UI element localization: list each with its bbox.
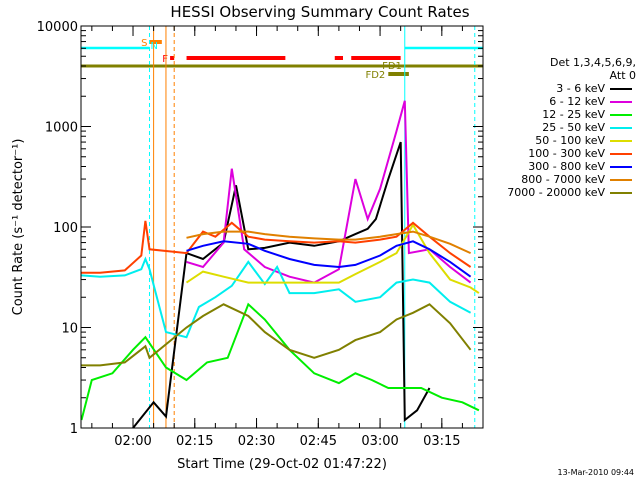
legend-swatch (610, 179, 632, 181)
series-line-5 (81, 220, 472, 274)
y-tick-label-1: 1 (70, 422, 78, 437)
x-tick-label-1: 02:15 (176, 434, 213, 449)
legend-label: 3 - 6 keV (556, 82, 605, 95)
series-line-2 (80, 302, 480, 421)
legend-item: 300 - 800 keV (482, 160, 632, 173)
legend-swatch (610, 140, 632, 142)
legend-label: 300 - 800 keV (528, 160, 605, 173)
legend-item: 100 - 300 keV (482, 147, 632, 160)
legend-label: 800 - 7000 keV (521, 173, 605, 186)
legend-item: 25 - 50 keV (482, 121, 632, 134)
x-tick-label-2: 02:30 (238, 434, 275, 449)
legend-label: 6 - 12 keV (549, 95, 605, 108)
series-line-8 (81, 303, 472, 367)
y-tick-label-1000: 1000 (45, 121, 78, 136)
legend-label: 100 - 300 keV (528, 147, 605, 160)
legend-label: 25 - 50 keV (542, 121, 605, 134)
legend-swatch (610, 153, 632, 155)
x-tick-label-3: 02:45 (300, 434, 337, 449)
legend-label: 50 - 100 keV (535, 134, 605, 147)
flag-label-n: N (150, 41, 157, 52)
series-line-0 (132, 141, 431, 429)
series-line-6 (186, 240, 472, 278)
legend-swatch (610, 166, 632, 168)
legend-label: 12 - 25 keV (542, 108, 605, 121)
flag-label-fd1: FD1 (382, 61, 402, 72)
x-tick-label-5: 03:15 (423, 434, 460, 449)
legend-swatch (610, 88, 632, 90)
legend-swatch (610, 192, 632, 194)
legend-item: 6 - 12 keV (482, 95, 632, 108)
legend-attenuator: Att 0 (609, 69, 636, 82)
x-axis-label: Start Time (29-Oct-02 01:47:22) (177, 457, 387, 472)
flag-label-f: F (162, 54, 168, 65)
legend-header: Det 1,3,4,5,6,9, Att 0 (550, 56, 636, 82)
plot-frame (80, 25, 484, 429)
flag-label-s: S (141, 38, 147, 49)
legend-item: 12 - 25 keV (482, 108, 632, 121)
series-line-3 (81, 256, 472, 339)
legend-item: 7000 - 20000 keV (482, 186, 632, 199)
y-tick-label-10000: 10000 (37, 20, 78, 35)
flag-label-fd2: FD2 (365, 70, 385, 81)
legend-swatch (610, 114, 632, 116)
legend-label: 7000 - 20000 keV (507, 186, 605, 199)
x-tick-label-4: 03:00 (361, 434, 398, 449)
legend-swatch (610, 101, 632, 103)
x-tick-label-0: 02:00 (114, 434, 151, 449)
legend-detectors: Det 1,3,4,5,6,9, (549, 56, 636, 69)
legend-item: 3 - 6 keV (482, 82, 632, 95)
legend-item: 50 - 100 keV (482, 134, 632, 147)
y-tick-label-10: 10 (61, 322, 78, 337)
y-axis-label: Count Rate (s⁻¹ detector⁻¹) (11, 139, 26, 316)
legend-item: 800 - 7000 keV (482, 173, 632, 186)
chart-title: HESSI Observing Summary Count Rates (170, 3, 469, 21)
legend-swatch (610, 127, 632, 129)
series-line-4 (185, 222, 480, 294)
y-tick-label-100: 100 (53, 221, 78, 236)
series-line-1 (186, 100, 472, 284)
series-line-7 (186, 230, 472, 255)
timestamp: 13-Mar-2010 09:44 (557, 468, 635, 477)
